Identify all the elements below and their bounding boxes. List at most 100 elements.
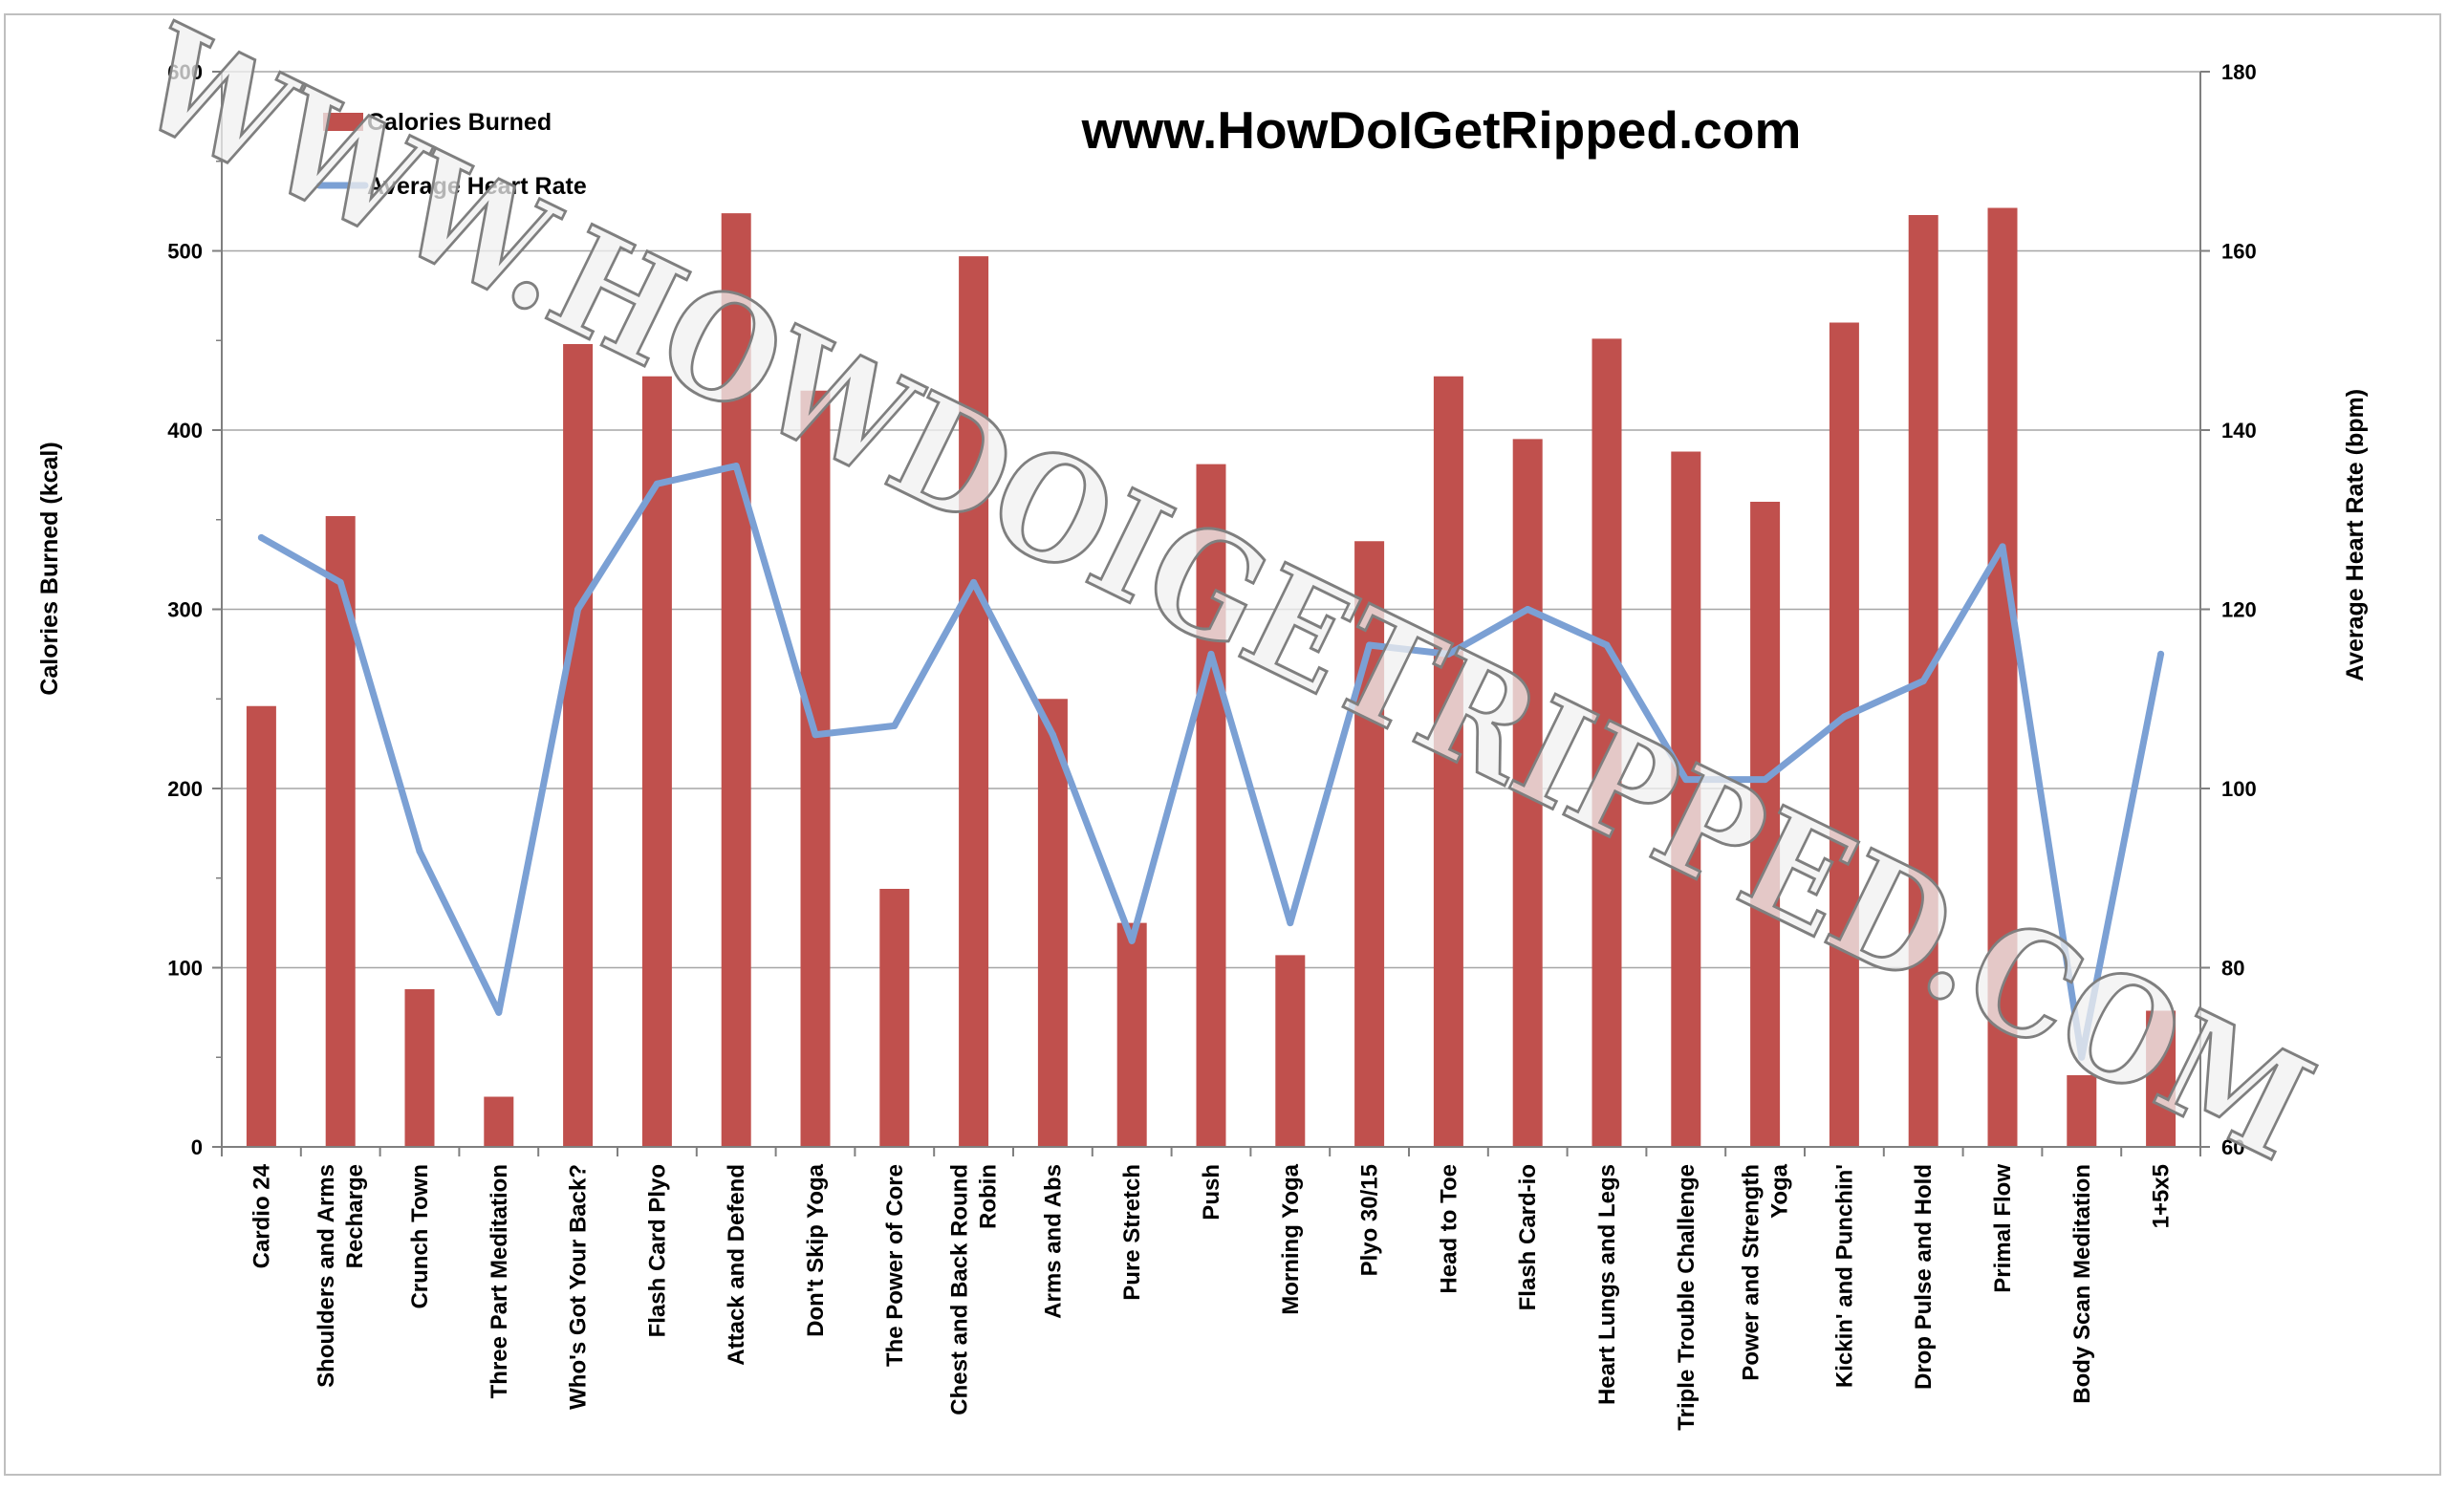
category-labels: Cardio 24 Shoulders and Arms Recharge Crunc…: [249, 1163, 2174, 1430]
heart-rate-point: [1207, 650, 1215, 658]
category-label-line: Who's Got Your Back?: [566, 1164, 592, 1410]
category-label: 1+5x5: [2149, 1164, 2175, 1228]
heart-rate-point: [1049, 731, 1056, 739]
heart-rate-point: [1287, 919, 1294, 927]
heart-rate-point: [495, 1008, 503, 1016]
category-label-line: Shoulders and Arms: [314, 1164, 339, 1388]
heart-rate-point: [336, 578, 344, 586]
calories-bar: [2146, 1010, 2176, 1147]
calories-bars: [246, 207, 2176, 1147]
calories-bar: [563, 344, 594, 1147]
calories-bar: [879, 889, 910, 1147]
calories-bar: [404, 989, 435, 1147]
calories-bar: [959, 256, 989, 1147]
calories-bar: [1671, 451, 1701, 1147]
category-label: Head to Toe: [1436, 1164, 1462, 1294]
category-label: Triple Trouble Challenge: [1674, 1164, 1700, 1431]
category-label-line: Power and Strength: [1739, 1164, 1765, 1381]
category-label: Don't Skip Yoga: [803, 1163, 829, 1336]
site-title: www.HowDoIGetRipped.com: [1081, 100, 1802, 160]
category-label-line: Arms and Abs: [1040, 1164, 1066, 1319]
heart-rate-point: [2078, 1053, 2086, 1061]
right-tick-label: 100: [2221, 777, 2257, 801]
calories-bar: [1433, 376, 1463, 1147]
calories-bar: [246, 705, 276, 1147]
heart-rate-point: [257, 534, 265, 541]
right-tick-label: 80: [2221, 957, 2244, 981]
heart-rate-point: [812, 731, 819, 739]
left-tick-label: 0: [191, 1135, 203, 1159]
right-tick-label: 120: [2221, 598, 2257, 622]
left-tick-label: 600: [167, 60, 203, 84]
category-label-line: Attack and Defend: [724, 1164, 749, 1366]
calories-bar: [800, 390, 831, 1147]
category-label: Three Part Meditation: [487, 1164, 512, 1398]
category-label: Drop Pulse and Hold: [1911, 1164, 1937, 1390]
category-label-line: Head to Toe: [1436, 1164, 1462, 1294]
left-tick-label: 500: [167, 240, 203, 264]
calories-bar: [1750, 502, 1781, 1147]
calories-bar: [1829, 322, 1859, 1147]
legend-label-heart-rate: Average Heart Rate: [367, 173, 587, 200]
heart-rate-point: [1999, 543, 2006, 551]
calories-bar: [2067, 1075, 2097, 1147]
right-tick-label: 180: [2221, 60, 2257, 84]
heart-rate-point: [1762, 776, 1769, 784]
heart-rate-point: [1128, 937, 1136, 944]
category-label: Arms and Abs: [1040, 1164, 1066, 1319]
legend-label-calories: Calories Burned: [367, 109, 552, 136]
heart-rate-point: [1919, 678, 1927, 684]
left-tick-label: 200: [167, 777, 203, 801]
category-label: Cardio 24: [249, 1163, 274, 1268]
category-label: Heart Lungs and Legs: [1594, 1164, 1620, 1405]
category-label-line: Three Part Meditation: [487, 1164, 512, 1398]
heart-rate-point: [653, 480, 660, 487]
heart-rate-point: [2157, 650, 2165, 658]
category-label-line: Flash Card Plyo: [644, 1164, 670, 1337]
category-label-line: Drop Pulse and Hold: [1911, 1164, 1937, 1390]
category-label-line: Triple Trouble Challenge: [1674, 1164, 1700, 1431]
right-tick-label: 60: [2221, 1135, 2244, 1159]
calories-bar: [1275, 955, 1306, 1147]
category-label-line: Heart Lungs and Legs: [1594, 1164, 1620, 1405]
category-label: Shoulders and Arms Recharge: [314, 1164, 368, 1388]
heart-rate-point: [732, 463, 740, 469]
calories-bar: [1987, 207, 2018, 1147]
category-label: Crunch Town: [407, 1164, 433, 1309]
category-label-line: Body Scan Meditation: [2069, 1164, 2095, 1404]
category-label-line: The Power of Core: [882, 1164, 908, 1367]
left-tick-label: 300: [167, 598, 203, 622]
calories-bar: [1116, 922, 1147, 1147]
heart-rate-point: [1840, 713, 1848, 721]
category-label-line: Chest and Back Round: [947, 1164, 973, 1415]
left-tick-label: 400: [167, 419, 203, 443]
heart-rate-point: [1524, 606, 1531, 613]
heart-rate-point: [891, 722, 899, 729]
category-label-line: Morning Yoga: [1278, 1163, 1304, 1314]
calories-bar: [721, 213, 751, 1147]
heart-rate-point: [1682, 776, 1690, 784]
category-label-line: Flash Card-io: [1515, 1164, 1541, 1310]
category-label-line: Don't Skip Yoga: [803, 1163, 829, 1336]
category-label-line: Robin: [976, 1164, 1002, 1229]
category-label-line: Cardio 24: [249, 1163, 274, 1268]
category-label-line: Yoga: [1767, 1163, 1793, 1219]
category-label: Attack and Defend: [724, 1164, 749, 1366]
calories-bar: [1512, 439, 1543, 1147]
category-label: Body Scan Meditation: [2069, 1164, 2095, 1404]
category-label: The Power of Core: [882, 1164, 908, 1367]
axis-ticks: 0 100 200 300 400 500 600 60 80 100 120 140 160 180: [167, 60, 2256, 1159]
heart-rate-point: [574, 606, 582, 613]
category-label: Primal Flow: [1990, 1164, 2016, 1293]
category-label: Pure Stretch: [1119, 1164, 1145, 1301]
category-label: Push: [1199, 1164, 1224, 1220]
heart-rate-point: [416, 848, 423, 855]
category-label: Plyo 30/15: [1357, 1164, 1383, 1276]
category-label-line: Pure Stretch: [1119, 1164, 1145, 1301]
heart-rate-point: [1366, 641, 1374, 649]
calories-bar: [484, 1096, 514, 1147]
calories-bar: [1196, 464, 1226, 1147]
calories-bar: [641, 376, 672, 1147]
left-axis-title: Calories Burned (kcal): [36, 442, 63, 695]
